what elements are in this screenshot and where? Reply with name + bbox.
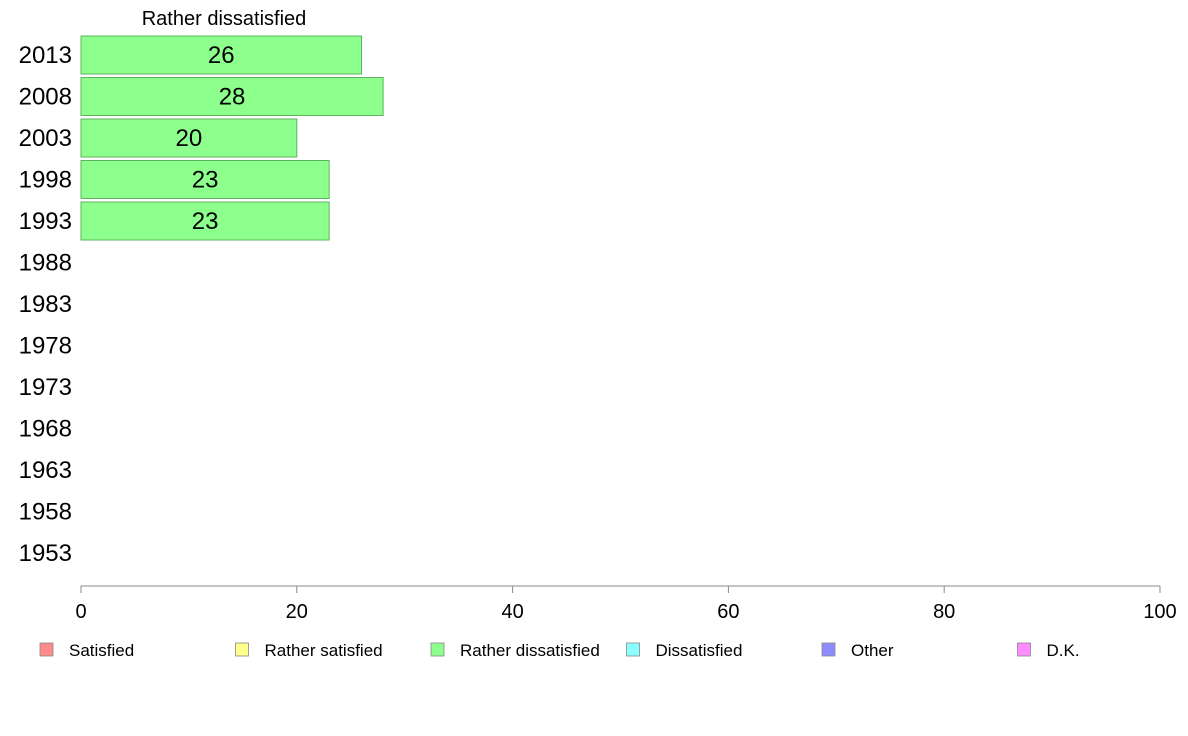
bar bbox=[80, 35, 363, 75]
legend-item: Rather dissatisfied bbox=[430, 641, 600, 660]
x-tick-label: 0 bbox=[75, 601, 86, 623]
bar-value-label: 23 bbox=[192, 167, 219, 194]
category-label: 1983 bbox=[19, 291, 72, 318]
category-label: 1993 bbox=[19, 208, 72, 235]
bar-value-label: 26 bbox=[208, 42, 235, 69]
legend-swatch bbox=[430, 642, 445, 657]
legend-item: D.K. bbox=[1017, 641, 1080, 660]
legend-label: Rather satisfied bbox=[265, 641, 383, 660]
legend-item: Other bbox=[821, 641, 894, 660]
bar-value-label: 28 bbox=[219, 84, 246, 111]
category-label: 1953 bbox=[19, 540, 72, 567]
x-axis-ticks: 0 20 40 60 80 100 bbox=[75, 586, 1177, 623]
legend: Satisfied Rather satisfied Rather dissatis… bbox=[39, 641, 1080, 660]
category-label: 1958 bbox=[19, 499, 72, 526]
bar bbox=[80, 160, 330, 199]
legend-item: Rather satisfied bbox=[235, 641, 383, 660]
category-label: 1988 bbox=[19, 250, 72, 277]
legend-item: Dissatisfied bbox=[626, 641, 743, 660]
legend-item: Satisfied bbox=[39, 641, 134, 660]
legend-swatch bbox=[626, 642, 640, 657]
category-labels: 2013 2008 2003 1998 1993 1988 1983 1978 1973 1968… bbox=[19, 42, 72, 567]
category-label: 1998 bbox=[19, 167, 72, 194]
x-tick-label: 60 bbox=[717, 601, 739, 623]
legend-swatch bbox=[821, 642, 836, 657]
bar bbox=[80, 118, 298, 158]
bars bbox=[80, 35, 384, 241]
legend-swatch bbox=[39, 642, 54, 657]
category-label: 1973 bbox=[19, 374, 72, 401]
category-label: 2003 bbox=[19, 125, 72, 152]
value-labels: 26 28 20 23 23 bbox=[176, 42, 246, 235]
x-tick-label: 80 bbox=[933, 601, 955, 623]
category-label: 1963 bbox=[19, 457, 72, 484]
legend-label: D.K. bbox=[1047, 641, 1080, 660]
chart-title: Rather dissatisfied bbox=[142, 8, 307, 30]
category-label: 1978 bbox=[19, 333, 72, 360]
legend-label: Dissatisfied bbox=[656, 641, 743, 660]
legend-label: Other bbox=[851, 641, 894, 660]
bar-value-label: 23 bbox=[192, 208, 219, 235]
bar-value-label: 20 bbox=[176, 125, 203, 152]
legend-swatch bbox=[1017, 642, 1031, 657]
legend-swatch bbox=[235, 642, 249, 657]
category-label: 2008 bbox=[19, 84, 72, 111]
category-label: 1968 bbox=[19, 416, 72, 443]
x-tick-label: 100 bbox=[1143, 601, 1176, 623]
x-tick-label: 40 bbox=[501, 601, 523, 623]
legend-label: Satisfied bbox=[69, 641, 134, 660]
bar bbox=[80, 201, 330, 241]
legend-label: Rather dissatisfied bbox=[460, 641, 600, 660]
x-tick-label: 20 bbox=[286, 601, 308, 623]
bar bbox=[80, 77, 384, 116]
category-label: 2013 bbox=[19, 42, 72, 69]
